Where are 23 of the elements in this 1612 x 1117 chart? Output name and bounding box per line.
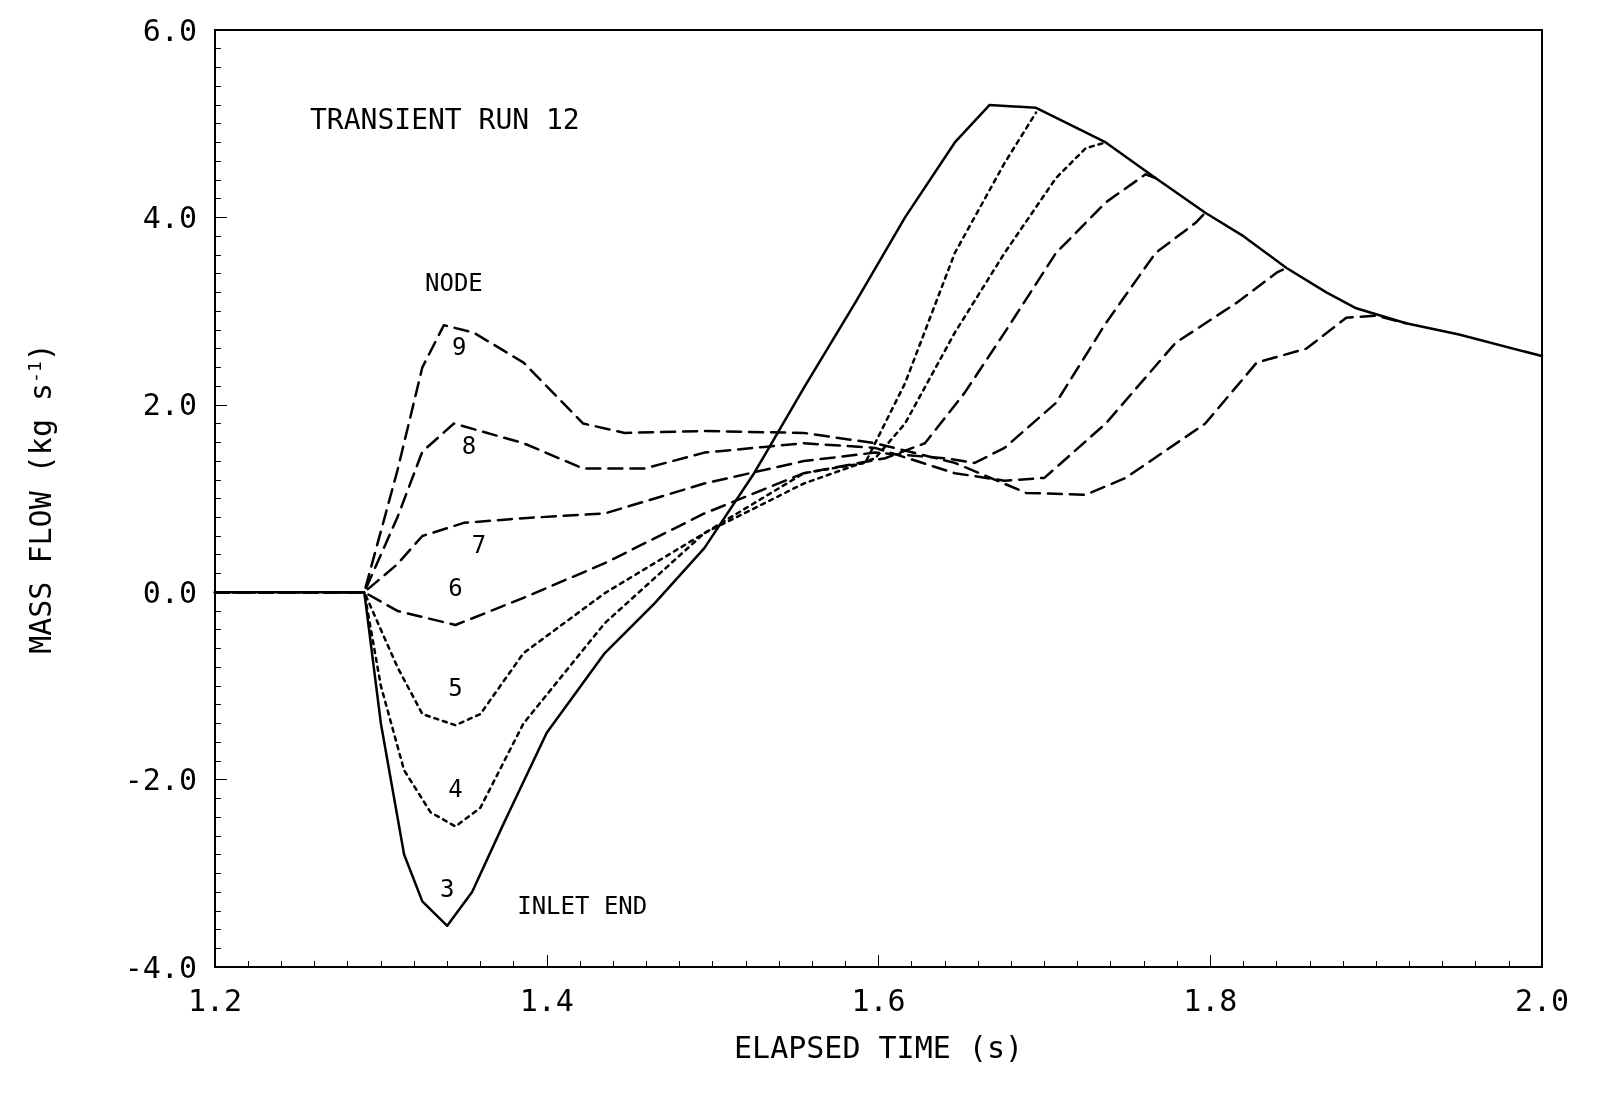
x-tick-label: 1.4: [519, 982, 574, 1018]
series-label: 3: [440, 874, 455, 903]
annotation: INLET END: [517, 891, 648, 920]
y-tick-label: 6.0: [142, 12, 197, 48]
x-axis-title: ELAPSED TIME (s): [734, 1029, 1023, 1065]
series-label: 8: [461, 431, 477, 460]
series-label: 6: [448, 573, 463, 602]
series-label: 5: [448, 674, 463, 703]
y-tick-label: 4.0: [142, 199, 197, 235]
series-label: 7: [471, 530, 487, 559]
annotation: TRANSIENT RUN 12: [310, 102, 580, 136]
x-tick-label: 2.0: [1514, 982, 1570, 1018]
x-tick-label: 1.2: [187, 982, 243, 1018]
y-axis-title: MASS FLOW (kg s-1): [22, 343, 58, 654]
series-label: 4: [448, 775, 463, 804]
y-tick-label: 0.0: [142, 574, 197, 610]
y-tick-label: 2.0: [142, 387, 197, 423]
series-label: 9: [451, 333, 467, 362]
annotation: NODE: [425, 269, 483, 298]
x-tick-label: 1.6: [851, 982, 906, 1018]
y-tick-label: -2.0: [124, 762, 197, 798]
y-tick-label: -4.0: [124, 949, 197, 985]
x-tick-label: 1.8: [1183, 982, 1238, 1018]
